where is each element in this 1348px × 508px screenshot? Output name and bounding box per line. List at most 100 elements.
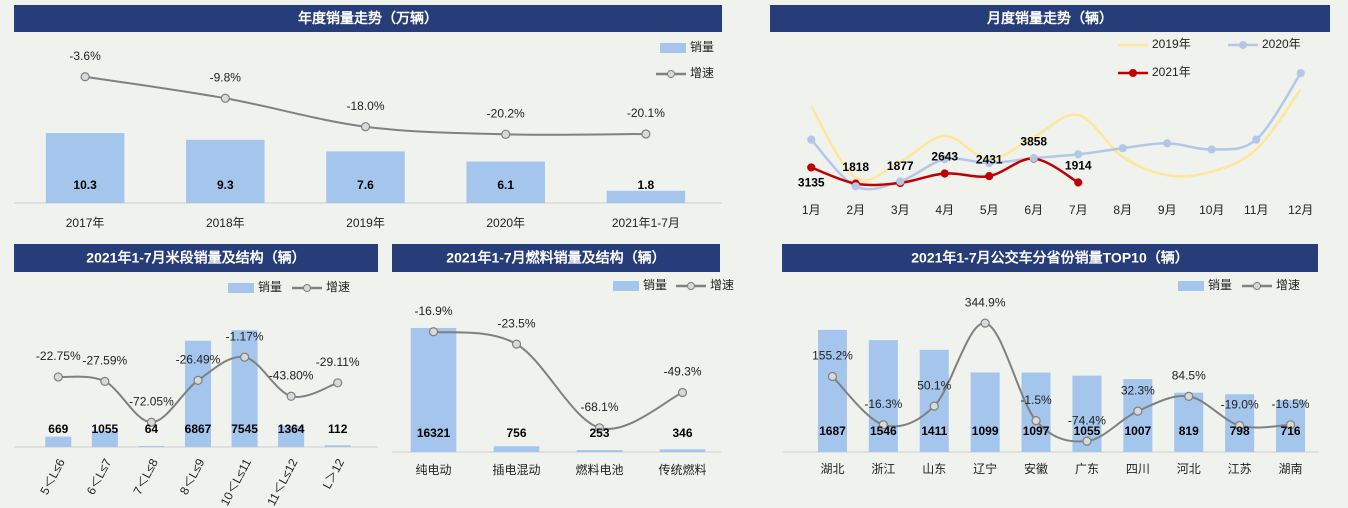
growth-label: -72.05% (129, 394, 174, 408)
bar (45, 133, 125, 203)
x-tick-label: 辽宁 (973, 461, 997, 476)
point-marker (896, 177, 905, 186)
point-marker (940, 169, 949, 178)
bar-value-label: 6867 (185, 422, 212, 436)
point-marker (333, 378, 343, 388)
point-marker (851, 182, 860, 191)
x-tick-label: 12月 (1288, 203, 1313, 217)
point-marker (878, 420, 888, 430)
legend-swatch (1178, 281, 1204, 291)
x-tick-label: 5＜L≤6 (37, 456, 68, 497)
legend-marker (1129, 69, 1137, 77)
point-marker (1082, 436, 1092, 446)
x-tick-label: 5月 (980, 203, 999, 217)
point-marker (511, 339, 522, 349)
x-tick-label: 7＜L≤8 (130, 456, 161, 497)
title-bar (14, 244, 378, 272)
bar (868, 340, 898, 452)
legend-label: 增速 (690, 66, 714, 80)
x-tick-label: 9月 (1158, 203, 1177, 217)
title-bar (782, 244, 1318, 272)
point-marker (53, 372, 63, 382)
x-tick-label: 江苏 (1228, 462, 1252, 476)
x-tick-label: 8月 (1113, 203, 1132, 217)
bar (410, 327, 457, 452)
bar-value-label: 346 (672, 426, 692, 440)
x-tick-label: 湖南 (1279, 461, 1303, 476)
growth-label: 84.5% (1172, 369, 1206, 383)
x-tick-label: 河北 (1177, 462, 1201, 476)
point-marker (1163, 139, 1172, 148)
bar-value-label: 1411 (921, 424, 947, 438)
point-marker (940, 155, 949, 164)
growth-label: -16.9% (414, 304, 452, 318)
growth-label: -74.4% (1068, 413, 1106, 427)
point-marker (428, 327, 439, 337)
point-marker (641, 129, 651, 139)
point-marker (594, 423, 605, 433)
series-line (831, 322, 1291, 443)
x-tick-label: 1月 (802, 203, 821, 217)
x-tick-label: 4月 (935, 203, 954, 217)
legend-swatch (228, 283, 254, 293)
legend-label: 销量 (1208, 278, 1232, 292)
growth-label: 155.2% (812, 349, 853, 363)
growth-label: 50.1% (917, 378, 951, 392)
growth-label: -1.17% (226, 329, 264, 343)
x-tick-label: 3月 (891, 203, 910, 217)
x-tick-label: 8＜L≤9 (177, 456, 208, 497)
legend-label: 增速 (1276, 278, 1300, 292)
bar-value-label: 1.8 (638, 178, 655, 192)
bar (659, 449, 706, 452)
x-tick-label: 山东 (922, 462, 946, 476)
point-marker (1074, 178, 1083, 187)
bar (278, 425, 305, 447)
growth-label: -1.5% (1020, 393, 1052, 407)
bar-value-label: 1007 (1124, 424, 1151, 438)
bar-value-label: 112 (328, 422, 348, 436)
bar-value-label: 6.1 (497, 178, 514, 192)
legend-label: 2020年 (1262, 37, 1301, 51)
point-marker (360, 122, 371, 132)
bar-value-label: 669 (48, 422, 68, 436)
point-marker (1031, 416, 1041, 426)
point-marker (807, 163, 816, 172)
legend-marker (1239, 41, 1247, 49)
point-marker (827, 371, 838, 382)
bar (466, 161, 545, 203)
legend-label: 2021年 (1152, 65, 1191, 79)
point-value-label: 2643 (931, 150, 958, 164)
point-marker (1184, 391, 1194, 402)
series-line (810, 88, 1302, 182)
x-tick-label: 湖北 (820, 461, 844, 476)
x-tick-label: 2018年 (206, 216, 245, 230)
growth-label: -43.80% (269, 368, 314, 382)
point-marker (193, 375, 203, 385)
legend-label: 增速 (710, 278, 734, 292)
legend-marker (303, 284, 311, 292)
bar (606, 190, 686, 203)
bar-value-label: 1055 (1074, 424, 1101, 438)
x-tick-label: 2017年 (66, 216, 105, 230)
x-tick-label: L＞12 (320, 456, 348, 491)
point-marker (985, 158, 994, 168)
x-tick-label: 2020年 (486, 216, 525, 230)
legend-label: 增速 (326, 280, 350, 294)
growth-label: -18.0% (346, 99, 384, 113)
legend-swatch (660, 43, 686, 53)
bar-value-label: 1099 (972, 424, 999, 438)
legend-swatch (613, 281, 639, 291)
point-marker (286, 391, 296, 401)
x-tick-label: 10月 (1199, 203, 1224, 217)
point-marker (239, 352, 250, 362)
growth-label: 32.3% (1121, 383, 1155, 397)
x-tick-label: 插电混动 (492, 463, 540, 477)
point-marker (501, 129, 511, 139)
x-tick-label: 11月 (1244, 203, 1268, 217)
growth-label: -19.0% (1221, 398, 1259, 412)
bar (919, 349, 949, 452)
growth-label: -29.11% (316, 355, 360, 369)
growth-label: -9.8% (210, 70, 242, 84)
title-bar (14, 5, 722, 32)
growth-label: -27.59% (83, 354, 128, 368)
